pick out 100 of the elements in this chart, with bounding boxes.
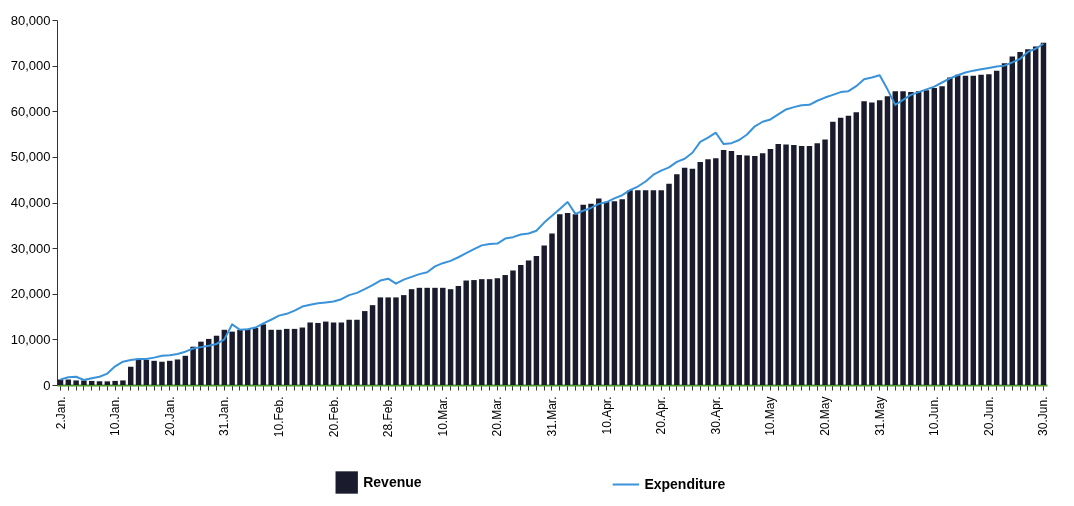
bar xyxy=(947,77,953,385)
x-tick-label: 20.Jun. xyxy=(981,396,996,436)
bar xyxy=(447,289,454,385)
bar xyxy=(471,280,477,385)
bar xyxy=(182,355,189,385)
bar xyxy=(315,322,321,385)
bar xyxy=(596,198,602,385)
line-series xyxy=(59,42,1045,381)
bar xyxy=(564,212,571,385)
bar xyxy=(970,75,977,385)
bar xyxy=(96,381,103,385)
bar xyxy=(112,380,118,385)
bar xyxy=(954,74,961,385)
bar xyxy=(401,295,407,385)
bar xyxy=(299,327,306,385)
bar xyxy=(385,297,391,385)
x-tick-label: 20.May xyxy=(818,396,833,436)
y-tick-label: 0 xyxy=(43,377,51,393)
bar xyxy=(588,203,594,385)
bar xyxy=(986,74,992,385)
x-tick-label: 10.Jun. xyxy=(927,396,942,436)
y-tick-label: 70,000 xyxy=(10,58,51,74)
bar xyxy=(408,289,415,385)
y-tick-label: 30,000 xyxy=(10,240,51,256)
bar xyxy=(463,280,469,385)
bar xyxy=(424,287,430,385)
bar xyxy=(104,381,111,385)
y-tick-label: 40,000 xyxy=(10,195,51,210)
bar xyxy=(939,86,945,385)
bar xyxy=(143,359,150,385)
bar xyxy=(783,144,789,385)
bar xyxy=(627,190,633,385)
bar xyxy=(518,265,524,385)
bar xyxy=(1032,46,1039,385)
bar xyxy=(720,150,727,385)
bar xyxy=(611,201,618,385)
bar xyxy=(237,329,243,385)
bar xyxy=(494,278,501,385)
bar xyxy=(814,143,820,385)
x-tick-label: 30.Apr. xyxy=(708,396,723,435)
bar xyxy=(619,199,625,385)
y-tick-label: 50,000 xyxy=(10,149,51,165)
bar xyxy=(993,70,1000,385)
bar xyxy=(892,91,898,385)
bar xyxy=(135,359,142,385)
x-tick-label: 10.Apr. xyxy=(599,396,614,435)
bar xyxy=(853,112,859,385)
bar xyxy=(127,366,134,385)
bar xyxy=(1001,63,1008,385)
bar xyxy=(845,115,852,385)
bar xyxy=(837,117,844,385)
x-tick-label: 2.Jan. xyxy=(53,396,68,430)
bar xyxy=(689,168,696,385)
bar xyxy=(697,161,703,385)
x-tick-label: 10.Mar. xyxy=(435,396,450,437)
bar xyxy=(1025,49,1031,385)
bar xyxy=(73,380,79,385)
bar xyxy=(822,139,828,385)
bar xyxy=(861,101,867,385)
bar xyxy=(502,275,508,385)
x-tick-label: 31.Mar. xyxy=(545,396,559,437)
bar xyxy=(1009,56,1016,385)
bar xyxy=(962,75,969,385)
bar xyxy=(978,74,984,385)
bar xyxy=(580,204,586,385)
bar xyxy=(798,145,805,385)
y-tick-label: 20,000 xyxy=(10,286,51,302)
bar xyxy=(416,287,423,385)
bar xyxy=(159,361,165,385)
bar xyxy=(806,145,813,385)
bar xyxy=(635,190,641,385)
x-tick-label: 20.Mar. xyxy=(490,396,505,437)
bar xyxy=(369,305,376,385)
bar xyxy=(362,311,368,385)
y-tick-label: 60,000 xyxy=(10,103,51,119)
bar xyxy=(705,159,711,385)
bar xyxy=(284,328,290,385)
bar xyxy=(167,360,173,385)
bar xyxy=(268,329,274,385)
bar xyxy=(736,155,742,385)
bar xyxy=(229,331,235,385)
bar xyxy=(252,327,259,385)
x-tick-label: 10.Feb. xyxy=(271,396,286,438)
bar xyxy=(681,167,688,385)
legend-label: Revenue xyxy=(363,473,422,490)
bar xyxy=(276,329,282,385)
x-tick-label: 28.Feb. xyxy=(381,396,396,438)
bar xyxy=(323,321,329,385)
bar xyxy=(120,380,126,385)
x-tick-label: 31.May xyxy=(872,396,887,436)
bar xyxy=(752,155,758,385)
bar xyxy=(923,90,930,385)
y-tick-label: 80,000 xyxy=(10,12,51,28)
legend-label: Expenditure xyxy=(644,475,726,492)
y-tick-label: 10,000 xyxy=(10,331,51,347)
bar xyxy=(791,145,797,385)
bar xyxy=(88,380,95,385)
bar xyxy=(151,360,157,385)
bar xyxy=(533,255,540,385)
bar xyxy=(767,149,774,385)
